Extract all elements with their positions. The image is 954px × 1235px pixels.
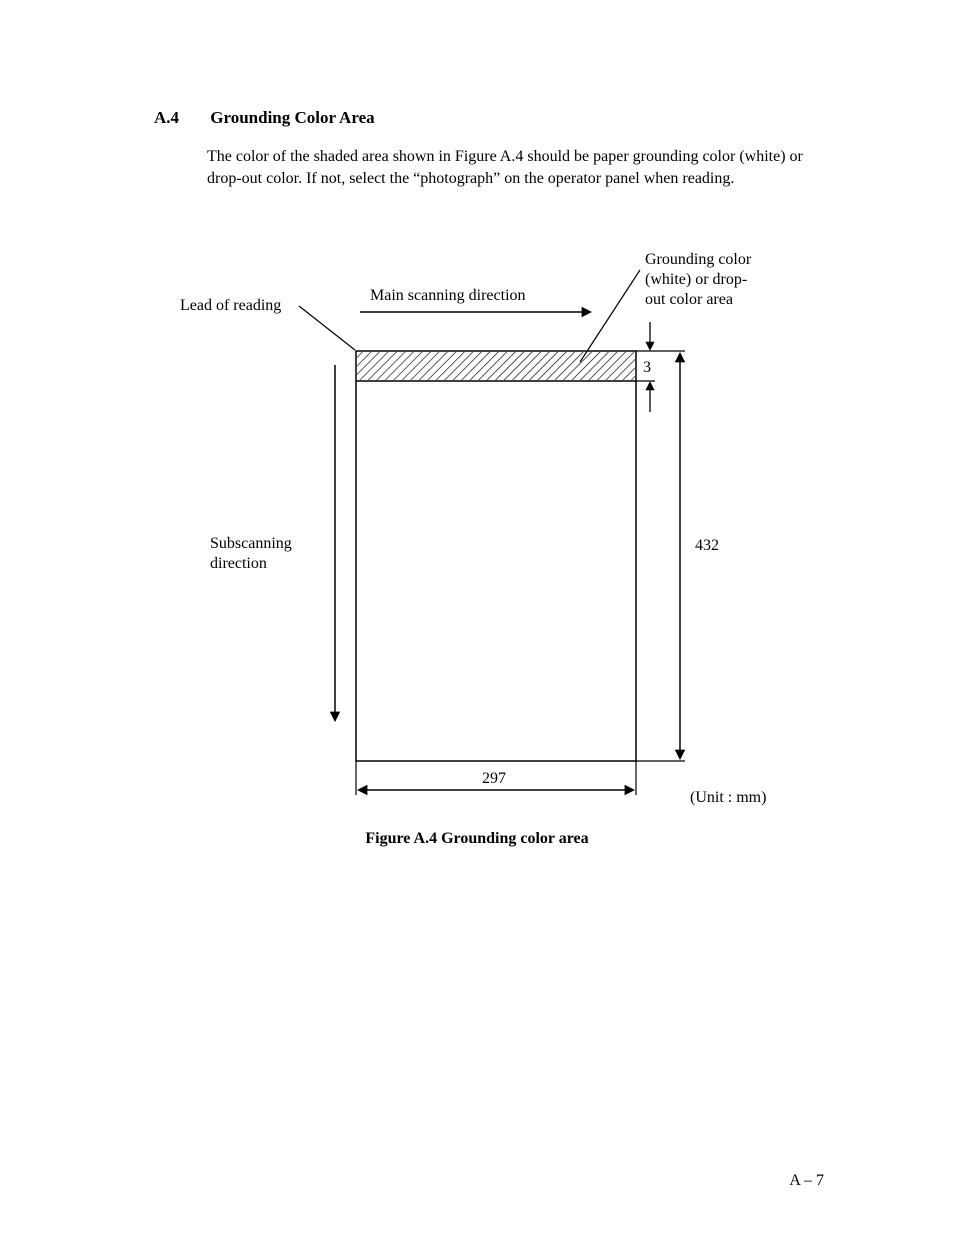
figure-caption: Figure A.4 Grounding color area	[0, 830, 954, 848]
dim432-label: 432	[695, 537, 719, 554]
grounding-label-3: out color area	[645, 291, 733, 308]
body-paragraph: The color of the shaded area shown in Fi…	[207, 146, 817, 189]
dim297-label: 297	[482, 770, 506, 787]
figure-svg: Grounding color (white) or drop- out col…	[150, 250, 810, 870]
grounding-leader	[580, 270, 640, 362]
subscanning-label-2: direction	[210, 555, 267, 572]
lead-of-reading-leader	[299, 306, 355, 350]
paper-rect	[356, 351, 636, 761]
figure-a4: Grounding color (white) or drop- out col…	[150, 250, 810, 870]
section-title: Grounding Color Area	[210, 108, 374, 127]
grounding-label-1: Grounding color	[645, 251, 752, 268]
page-number: A – 7	[789, 1172, 824, 1190]
hatched-area	[357, 352, 635, 380]
dim3-label: 3	[643, 359, 651, 376]
section-heading: A.4 Grounding Color Area	[154, 108, 375, 128]
lead-of-reading-label: Lead of reading	[180, 297, 281, 314]
grounding-label-2: (white) or drop-	[645, 271, 747, 288]
subscanning-label-1: Subscanning	[210, 535, 292, 552]
main-scanning-label: Main scanning direction	[370, 287, 526, 304]
section-number: A.4	[154, 108, 206, 128]
page: A.4 Grounding Color Area The color of th…	[0, 0, 954, 1235]
unit-label: (Unit : mm)	[690, 789, 766, 806]
